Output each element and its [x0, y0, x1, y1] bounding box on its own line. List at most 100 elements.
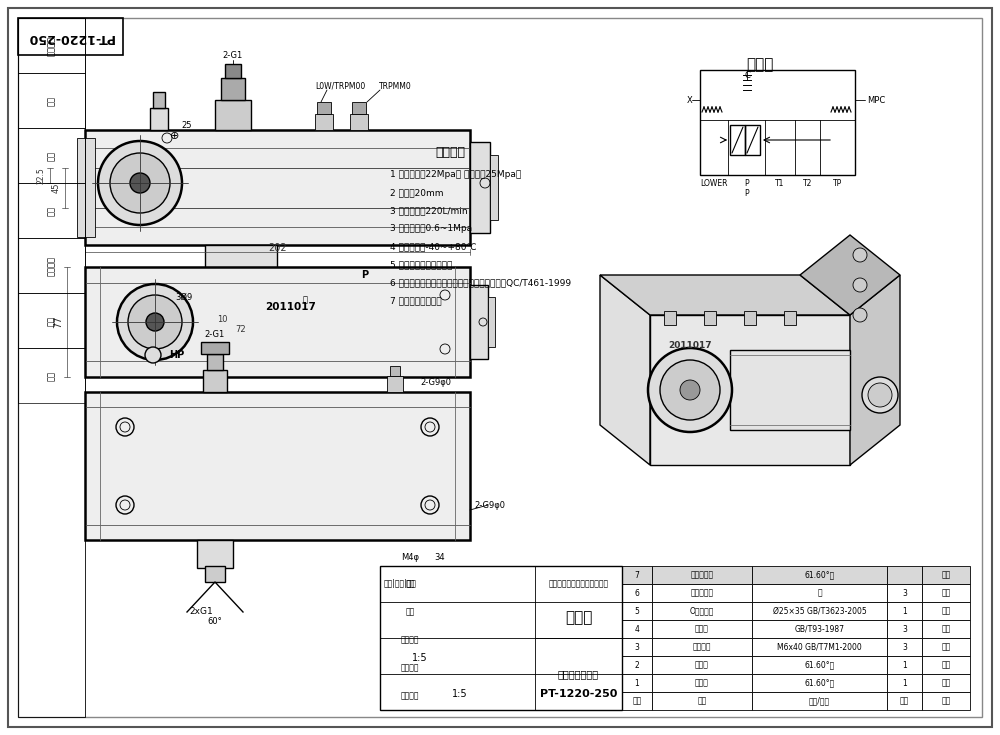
- Text: 签字: 签字: [47, 315, 56, 326]
- Text: 34: 34: [435, 553, 445, 562]
- Circle shape: [145, 347, 161, 363]
- Text: 10: 10: [217, 315, 228, 323]
- Text: 签字: 签字: [47, 206, 56, 215]
- Text: 7 标记：激光打号。: 7 标记：激光打号。: [390, 296, 442, 305]
- Text: 3 额定流量：220L/min: 3 额定流量：220L/min: [390, 206, 468, 215]
- Bar: [221, 78, 245, 100]
- Circle shape: [680, 380, 700, 400]
- Text: 领制模锦: 领制模锦: [47, 35, 56, 56]
- Text: 3 控制气压：0.6~1Mpa: 3 控制气压：0.6~1Mpa: [390, 224, 472, 233]
- Bar: [652, 674, 752, 692]
- Bar: [18, 348, 85, 403]
- Text: PT-1220-250: PT-1220-250: [540, 689, 617, 699]
- Bar: [470, 285, 488, 359]
- Bar: [380, 566, 622, 710]
- Bar: [18, 18, 85, 717]
- Bar: [220, 271, 262, 293]
- Text: GB/T93-1987: GB/T93-1987: [794, 625, 844, 634]
- Bar: [201, 342, 229, 354]
- Text: 酶: 酶: [817, 589, 822, 598]
- Bar: [315, 114, 333, 130]
- Bar: [18, 18, 123, 55]
- Circle shape: [110, 153, 170, 213]
- Text: TP: TP: [833, 179, 842, 187]
- Bar: [887, 656, 922, 674]
- Bar: [77, 138, 95, 237]
- Polygon shape: [600, 275, 850, 315]
- Text: T2: T2: [803, 179, 812, 187]
- Bar: [652, 566, 752, 584]
- Text: L0W/TRPM00: L0W/TRPM00: [315, 82, 365, 90]
- Text: 7: 7: [635, 570, 639, 579]
- Polygon shape: [800, 235, 900, 315]
- Text: M4φ: M4φ: [401, 553, 419, 562]
- Text: MPC: MPC: [867, 96, 885, 104]
- Text: 5 工作介质：抗磨液压油: 5 工作介质：抗磨液压油: [390, 260, 452, 269]
- Bar: [488, 297, 495, 347]
- Bar: [622, 638, 652, 656]
- Bar: [744, 311, 756, 325]
- Bar: [622, 620, 652, 638]
- Bar: [85, 267, 470, 377]
- Circle shape: [128, 295, 182, 349]
- Text: 1: 1: [635, 678, 639, 687]
- Text: 1: 1: [902, 606, 907, 615]
- Text: 72: 72: [236, 324, 246, 334]
- Bar: [622, 656, 652, 674]
- Text: TRPMM0: TRPMM0: [379, 82, 411, 90]
- Text: 合金: 合金: [941, 678, 951, 687]
- Text: 2-G9φ0: 2-G9φ0: [420, 378, 451, 387]
- Bar: [18, 183, 85, 238]
- Text: 唖层螺每: 唖层螺每: [693, 642, 711, 651]
- Text: P: P: [744, 188, 749, 198]
- Bar: [18, 128, 85, 183]
- Bar: [207, 354, 223, 370]
- Text: 6 产品执行标准：《自动汽车换向阀技术条件》QC/T461-1999: 6 产品执行标准：《自动汽车换向阀技术条件》QC/T461-1999: [390, 278, 571, 287]
- Text: C: C: [744, 71, 750, 79]
- Bar: [153, 92, 165, 108]
- Bar: [85, 130, 470, 245]
- Bar: [317, 102, 331, 114]
- Bar: [652, 656, 752, 674]
- Bar: [18, 293, 85, 348]
- Text: O形密封圈: O形密封圈: [690, 606, 714, 615]
- Text: 阀体层: 阀体层: [695, 678, 709, 687]
- Text: Ø25×35 GB/T3623-2005: Ø25×35 GB/T3623-2005: [773, 606, 866, 615]
- Text: 1 额定压力：22Mpa， 溢流压力25Mpa。: 1 额定压力：22Mpa， 溢流压力25Mpa。: [390, 170, 521, 179]
- Bar: [922, 584, 970, 602]
- Bar: [887, 674, 922, 692]
- Text: 比例: 比例: [405, 579, 415, 589]
- Circle shape: [146, 313, 164, 331]
- Text: 61.60°材: 61.60°材: [804, 661, 835, 670]
- Bar: [752, 692, 887, 710]
- Bar: [18, 238, 85, 293]
- Bar: [752, 566, 887, 584]
- Text: 配件: 配件: [941, 642, 951, 651]
- Text: HP: HP: [169, 350, 184, 360]
- Bar: [752, 602, 887, 620]
- Circle shape: [98, 141, 182, 225]
- Bar: [922, 674, 970, 692]
- Bar: [730, 125, 745, 155]
- Bar: [387, 376, 403, 392]
- Text: 常州潜希普液压科技有限公司: 常州潜希普液压科技有限公司: [548, 579, 609, 589]
- Text: 1: 1: [902, 678, 907, 687]
- Text: 设计|审核|批准: 设计|审核|批准: [384, 579, 416, 589]
- Text: 限位崔气缸: 限位崔气缸: [690, 589, 714, 598]
- Text: 组图编号: 组图编号: [47, 256, 56, 276]
- Bar: [887, 638, 922, 656]
- Bar: [652, 602, 752, 620]
- Bar: [18, 73, 85, 128]
- Bar: [922, 620, 970, 638]
- Bar: [922, 602, 970, 620]
- Bar: [922, 692, 970, 710]
- Polygon shape: [650, 315, 850, 465]
- Circle shape: [862, 377, 898, 413]
- Bar: [652, 620, 752, 638]
- Text: M6x40 GB/T7M1-2000: M6x40 GB/T7M1-2000: [777, 642, 862, 651]
- Text: 材料标记: 材料标记: [401, 664, 419, 673]
- Bar: [752, 674, 887, 692]
- Text: PT-1220-250: PT-1220-250: [26, 30, 114, 43]
- Text: 重量: 重量: [405, 608, 415, 617]
- Text: 配件: 配件: [941, 661, 951, 670]
